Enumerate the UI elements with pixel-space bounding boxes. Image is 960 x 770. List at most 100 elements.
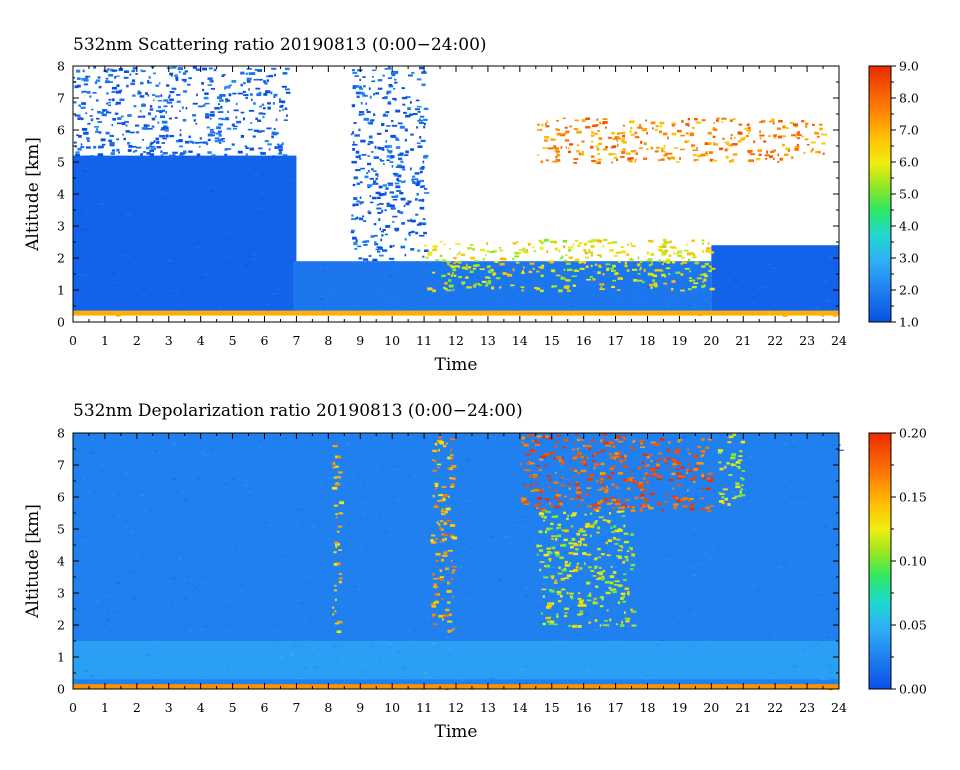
depolarization-colorbar	[868, 432, 892, 690]
y-tick-label: 1	[57, 283, 65, 298]
colorbar-tick-label: 7.0	[899, 123, 919, 138]
x-tick-label: 5	[229, 700, 237, 715]
data-region	[350, 66, 430, 264]
x-tick-label: 1	[101, 333, 109, 348]
y-tick-label: 2	[57, 618, 65, 633]
x-tick-label: 9	[356, 333, 364, 348]
colorbar-tick-label: 8.0	[899, 91, 919, 106]
depolarization-y-axis-title: Altitude [km]	[23, 504, 43, 619]
x-tick-label: 24	[831, 333, 847, 348]
scattering-plot-area	[73, 66, 839, 317]
data-region	[536, 117, 828, 165]
x-tick-label: 20	[703, 700, 719, 715]
x-tick-label: 13	[480, 700, 496, 715]
data-region	[536, 509, 637, 628]
scattering-axes: 0 1 2 3 4 5 6 7 8 9 10 11 12 13 14 15 16 17 18 19 20 21 22 23 24…	[57, 59, 847, 349]
scattering-title: 532nm Scattering ratio 20190813 (0:00−24…	[73, 35, 487, 55]
data-region	[424, 238, 716, 293]
data-region	[293, 261, 713, 312]
y-tick-label: 8	[57, 426, 65, 441]
y-tick-label: 0	[57, 682, 65, 697]
x-tick-label: 11	[416, 700, 432, 715]
x-tick-label: 8	[324, 333, 332, 348]
x-tick-label: 1	[101, 700, 109, 715]
y-tick-label: 8	[57, 59, 65, 74]
y-tick-label: 3	[57, 586, 65, 601]
scattering-panel: 532nm Scattering ratio 20190813 (0:00−24…	[23, 35, 919, 375]
y-tick-label: 1	[57, 650, 65, 665]
depolarization-axes: 0 1 2 3 4 5 6 7 8 9 10 11 12 13 14 15 16 17 18 19 20 21 22 23 24…	[57, 426, 847, 716]
depolarization-colorbar-ticks: 0.00 0.05 0.10 0.15 0.20	[891, 426, 927, 697]
y-tick-label: 4	[57, 187, 65, 202]
x-tick-label: 19	[671, 700, 687, 715]
x-tick-label: 0	[69, 700, 77, 715]
y-tick-label: 2	[57, 251, 65, 266]
x-tick-label: 4	[197, 700, 205, 715]
y-tick-label: 5	[57, 522, 65, 537]
data-region	[717, 433, 746, 506]
scattering-colorbar	[868, 65, 892, 323]
x-tick-label: 3	[165, 700, 173, 715]
x-tick-label: 6	[261, 700, 269, 715]
y-tick-label: 6	[57, 123, 65, 138]
x-tick-label: 23	[799, 333, 815, 348]
x-tick-label: 2	[133, 333, 141, 348]
x-tick-label: 23	[799, 700, 815, 715]
x-tick-label: 19	[671, 333, 687, 348]
colorbar-tick-label: 5.0	[899, 187, 919, 202]
x-tick-label: 12	[448, 333, 464, 348]
data-region	[73, 310, 839, 317]
depolarization-title: 532nm Depolarization ratio 20190813 (0:0…	[73, 401, 523, 421]
scattering-x-axis-title: Time	[435, 355, 478, 375]
x-tick-label: 20	[703, 333, 719, 348]
data-region	[73, 66, 291, 159]
x-tick-label: 13	[480, 333, 496, 348]
x-tick-label: 16	[576, 700, 592, 715]
colorbar-tick-label: 4.0	[899, 219, 919, 234]
colorbar-tick-label: 6.0	[899, 155, 919, 170]
x-tick-label: 17	[608, 700, 624, 715]
colorbar-tick-label: 0.20	[899, 426, 927, 441]
x-tick-label: 3	[165, 333, 173, 348]
colorbar-tick-label: 3.0	[899, 251, 919, 266]
y-tick-label: 5	[57, 155, 65, 170]
scattering-y-axis-title: Altitude [km]	[23, 137, 43, 252]
x-tick-label: 10	[384, 333, 400, 348]
x-tick-label: 12	[448, 700, 464, 715]
x-tick-label: 17	[608, 333, 624, 348]
y-tick-label: 7	[57, 91, 65, 106]
data-region	[519, 433, 714, 513]
scattering-colorbar-ticks: 1.0 2.0 3.0 4.0 5.0 6.0 7.0 8.0 9.0	[891, 59, 919, 330]
data-region	[73, 155, 297, 312]
colorbar-tick-label: 0.00	[899, 682, 927, 697]
data-region	[711, 245, 839, 311]
x-tick-label: 18	[640, 700, 656, 715]
y-tick-label: 4	[57, 554, 65, 569]
x-tick-label: 10	[384, 700, 400, 715]
depolarization-panel: 532nm Depolarization ratio 20190813 (0:0…	[23, 401, 927, 742]
x-tick-label: 21	[735, 333, 751, 348]
x-tick-label: 6	[261, 333, 269, 348]
y-tick-label: 6	[57, 490, 65, 505]
x-tick-label: 9	[356, 700, 364, 715]
colorbar-tick-label: 0.15	[899, 490, 927, 505]
x-tick-label: 21	[735, 700, 751, 715]
x-tick-label: 5	[229, 333, 237, 348]
x-tick-label: 2	[133, 700, 141, 715]
x-tick-label: 7	[292, 333, 300, 348]
data-region	[331, 445, 345, 634]
x-tick-label: 24	[831, 700, 847, 715]
colorbar-tick-label: 0.05	[899, 618, 927, 633]
x-tick-label: 14	[512, 333, 528, 348]
x-tick-label: 18	[640, 333, 656, 348]
colorbar-tick-label: 0.10	[899, 554, 927, 569]
colorbar-tick-label: 2.0	[899, 283, 919, 298]
x-tick-label: 22	[767, 333, 783, 348]
depolarization-plot-area	[73, 433, 844, 691]
colorbar-tick-label: 9.0	[899, 59, 919, 74]
x-tick-label: 16	[576, 333, 592, 348]
x-tick-label: 4	[197, 333, 205, 348]
data-region	[73, 641, 839, 681]
x-tick-label: 0	[69, 333, 77, 348]
